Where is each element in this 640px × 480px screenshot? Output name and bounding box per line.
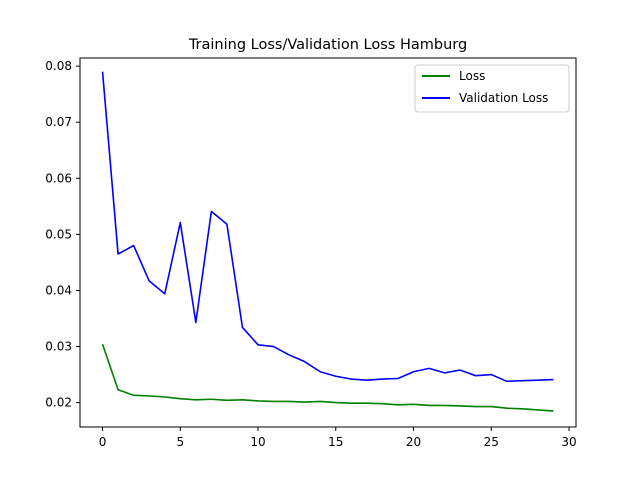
y-axis: 0.02 0.03 0.04 0.05 0.06 0.07 0.08 [45, 59, 80, 410]
y-tick-label: 0.02 [45, 396, 72, 410]
y-tick-label: 0.08 [45, 59, 72, 73]
y-tick-label: 0.06 [45, 171, 72, 185]
x-axis: 0 5 10 15 20 25 30 [99, 427, 577, 449]
legend: Loss Validation Loss [414, 64, 570, 113]
legend-frame [414, 64, 570, 113]
x-tick-label: 10 [250, 435, 265, 449]
legend-label-validation-loss: Validation Loss [459, 91, 548, 105]
x-tick-label: 5 [176, 435, 184, 449]
series-line-validation-loss [101, 71, 554, 383]
x-tick-label: 25 [484, 435, 499, 449]
legend-label-loss: Loss [459, 69, 485, 83]
y-tick-label: 0.05 [45, 227, 72, 241]
series-line-loss [101, 344, 554, 412]
y-tick-label: 0.04 [45, 283, 72, 297]
chart-title: Training Loss/Validation Loss Hamburg [188, 37, 467, 53]
x-tick-label: 30 [561, 435, 576, 449]
y-tick-label: 0.03 [45, 340, 72, 354]
plot-area [79, 57, 577, 428]
x-tick-label: 20 [406, 435, 421, 449]
series-layer [101, 71, 554, 412]
y-tick-label: 0.07 [45, 115, 72, 129]
x-tick-label: 0 [99, 435, 107, 449]
x-tick-label: 15 [328, 435, 343, 449]
